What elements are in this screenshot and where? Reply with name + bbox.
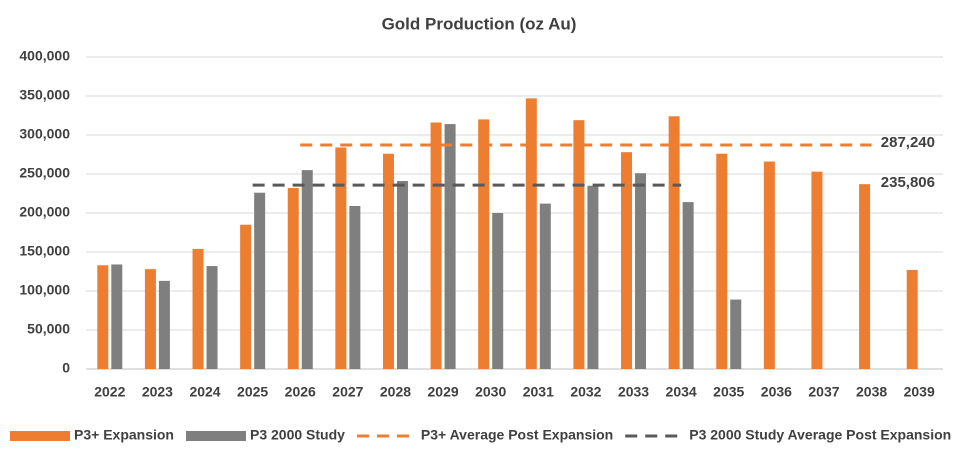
bar (621, 152, 633, 369)
x-tick-label: 2024 (189, 384, 220, 400)
x-tick-label: 2035 (713, 384, 744, 400)
bar (906, 269, 918, 369)
legend-swatch (10, 431, 70, 441)
bar (573, 120, 585, 370)
bar (301, 170, 313, 369)
y-tick-label: 200,000 (19, 204, 70, 220)
bar (97, 265, 109, 369)
bar (158, 280, 170, 369)
x-tick-label: 2037 (808, 384, 839, 400)
bar (430, 122, 442, 370)
y-tick-label: 0 (62, 360, 70, 376)
x-tick-label: 2027 (332, 384, 363, 400)
bar (478, 119, 490, 370)
x-tick-label: 2038 (856, 384, 887, 400)
y-tick-label: 100,000 (19, 282, 70, 298)
x-tick-label: 2031 (523, 384, 554, 400)
bar (811, 171, 823, 369)
bar (382, 153, 394, 369)
legend-swatch (185, 431, 246, 441)
y-tick-label: 350,000 (19, 87, 70, 103)
x-tick-label: 2023 (142, 384, 173, 400)
bar (396, 181, 408, 369)
x-tick-label: 2034 (666, 384, 697, 400)
x-tick-label: 2030 (475, 384, 506, 400)
legend-label: P3+ Average Post Expansion (421, 427, 613, 443)
legend-label: P3 2000 Study Average Post Expansion (689, 427, 951, 443)
bar (111, 264, 123, 369)
y-tick-label: 150,000 (19, 243, 70, 259)
bar (525, 98, 537, 369)
bar (144, 269, 156, 369)
bar (859, 184, 871, 369)
x-tick-label: 2033 (618, 384, 649, 400)
bar (682, 202, 694, 369)
y-tick-label: 250,000 (19, 165, 70, 181)
x-tick-label: 2032 (570, 384, 601, 400)
y-tick-label: 50,000 (27, 321, 70, 337)
bar (539, 203, 551, 369)
bar (206, 266, 218, 369)
bar (444, 124, 456, 369)
bar (716, 153, 728, 369)
bar (763, 161, 775, 369)
bar (192, 248, 204, 369)
bar (730, 299, 742, 369)
y-tick-label: 300,000 (19, 126, 70, 142)
bar (240, 224, 252, 369)
x-tick-label: 2036 (761, 384, 792, 400)
x-tick-label: 2039 (904, 384, 935, 400)
bar (587, 185, 599, 369)
x-tick-label: 2022 (94, 384, 125, 400)
bar (287, 188, 299, 369)
bar (254, 192, 266, 369)
y-tick-label: 400,000 (19, 48, 70, 64)
x-tick-label: 2028 (380, 384, 411, 400)
x-tick-label: 2025 (237, 384, 268, 400)
bar (335, 147, 347, 369)
line-value-label: 235,806 (881, 174, 935, 191)
bar (349, 205, 361, 369)
bar (492, 213, 504, 369)
x-tick-label: 2029 (428, 384, 459, 400)
bar (635, 173, 647, 369)
legend-label: P3 2000 Study (250, 427, 345, 443)
bar (668, 116, 680, 369)
legend-label: P3+ Expansion (74, 427, 174, 443)
x-tick-label: 2026 (285, 384, 316, 400)
line-value-label: 287,240 (881, 134, 935, 151)
chart-title: Gold Production (oz Au) (382, 14, 577, 33)
